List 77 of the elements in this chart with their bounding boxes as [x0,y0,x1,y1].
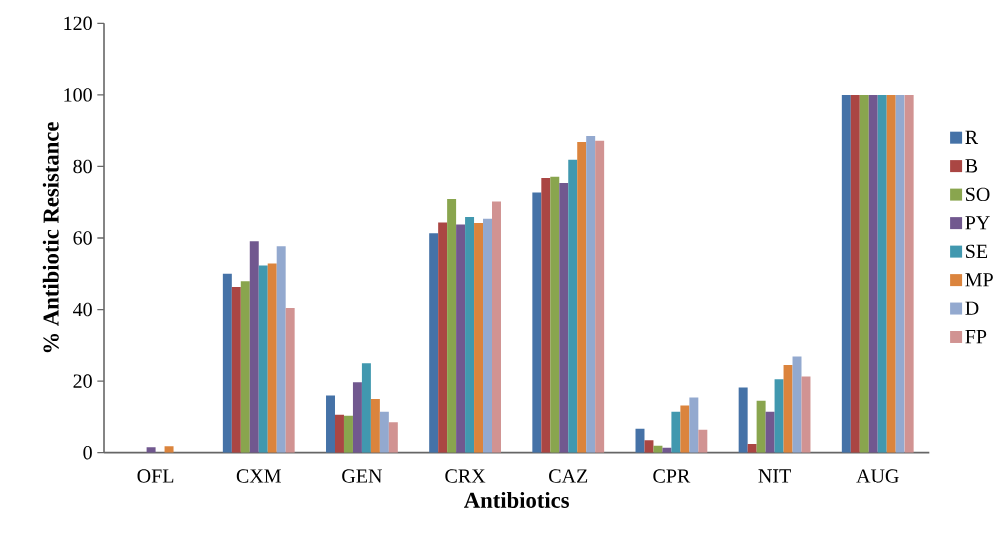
bar [222,273,232,453]
bar [532,192,542,453]
y-tick-label: 80 [73,159,92,174]
y-tick-label: 120 [64,16,92,31]
bar [429,233,439,453]
bar [164,446,174,453]
x-tick-label: AUG [856,469,899,483]
bar [249,241,259,453]
bar [689,397,699,453]
x-tick-label: CXM [236,469,281,483]
bar [447,198,457,453]
bar [276,246,286,453]
bar [258,265,268,453]
bar [541,177,551,453]
bar [774,379,784,453]
x-tick-label: CRX [445,469,486,483]
y-tick-label: 20 [73,374,92,388]
bar [361,363,371,453]
x-axis-title: Antibiotics [464,491,569,508]
bar [859,94,869,453]
legend-label: MP [965,273,993,287]
bar [388,422,398,453]
bar [671,411,681,453]
bar [240,281,250,453]
bar [886,94,896,453]
bar [644,440,654,453]
bar [343,415,353,453]
bar [765,411,775,453]
bar [438,222,448,453]
bar [465,216,475,453]
y-tick-label: 60 [73,231,92,245]
bar [352,382,362,453]
bar [334,414,344,453]
legend-label: R [965,130,979,144]
x-tick-label: GEN [342,469,382,483]
bar [370,398,380,453]
bar [801,376,811,453]
bar [747,444,757,453]
legend-label: PY [965,216,990,230]
legend-label: SE [966,244,988,259]
y-tick-label: 40 [73,302,92,317]
bar [379,411,389,453]
y-tick-label: 100 [64,88,92,102]
bar [680,405,690,453]
bar [326,395,335,453]
bar [841,94,851,453]
bar [738,387,748,453]
bar [492,201,501,453]
legend-label: SO [966,187,990,202]
bar [586,136,596,453]
bar [595,140,605,453]
bar [474,222,484,453]
bar [577,142,587,453]
x-tick-label: CAZ [549,469,588,483]
legend-label: D [965,301,979,315]
x-tick-label: NIT [758,469,791,483]
bar [783,365,793,453]
bar [904,94,914,453]
bar [550,176,560,453]
bar [285,308,295,453]
legend-label: B [965,159,978,173]
bar [756,400,766,453]
bar [483,218,493,453]
x-tick-label: OFL [137,469,174,483]
y-axis-title: % Antibiotic Resistance [42,122,59,353]
x-tick-label: CPR [653,469,691,483]
bar [850,94,860,453]
bar [146,447,156,453]
bar [568,159,578,453]
bar [267,263,277,453]
bar [698,429,708,453]
bar [877,94,887,453]
bar [559,182,569,453]
y-tick-label: 0 [83,445,92,460]
bar [456,224,466,453]
bar [231,287,241,453]
legend-label: FP [965,330,987,344]
